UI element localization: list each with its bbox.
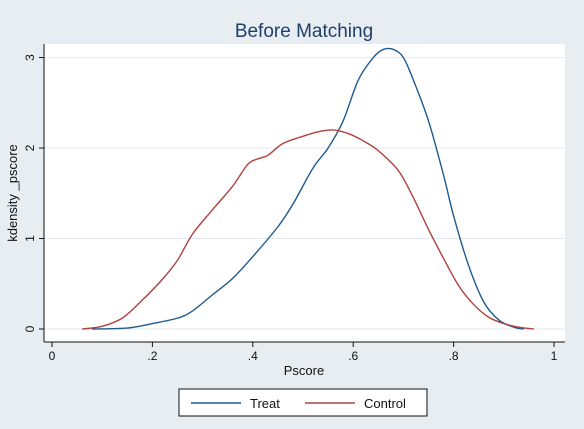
plot-area xyxy=(44,44,565,342)
y-tick-label: 0 xyxy=(23,325,37,332)
series-lines xyxy=(82,47,535,330)
legend-label-treat: Treat xyxy=(250,396,280,411)
x-axis-label: Pscore xyxy=(284,363,324,378)
series-line-control xyxy=(82,129,535,330)
x-tick-label: .2 xyxy=(147,349,157,363)
x-tick-label: .8 xyxy=(449,349,459,363)
axes xyxy=(43,44,565,343)
y-tick-label: 2 xyxy=(23,144,37,151)
chart-title: Before Matching xyxy=(235,21,373,42)
legend: Treat Control xyxy=(178,388,428,417)
x-tick-label: .6 xyxy=(348,349,358,363)
x-tick-label: 0 xyxy=(49,349,56,363)
x-tick-label: 1 xyxy=(551,349,558,363)
legend-label-control: Control xyxy=(364,396,406,411)
series-line-treat xyxy=(92,47,525,330)
y-axis-label: kdensity _pscore xyxy=(5,144,20,242)
tick-marks: 0 1 2 3 0 .2 .4 .6 .8 1 xyxy=(23,54,558,363)
x-tick-label: .4 xyxy=(248,349,258,363)
y-tick-label: 3 xyxy=(23,54,37,61)
y-tick-label: 1 xyxy=(23,235,37,242)
grid-lines xyxy=(44,57,565,330)
